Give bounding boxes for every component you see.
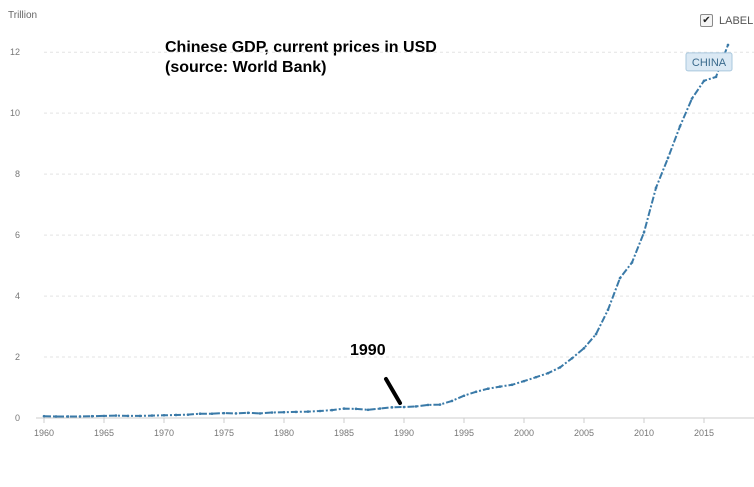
x-tick-label-1975: 1975	[214, 428, 234, 438]
y-tick-label-6: 6	[15, 230, 20, 240]
y-tick-label-12: 12	[10, 47, 20, 57]
data-point-2015	[702, 79, 706, 83]
data-point-1998	[498, 385, 502, 388]
data-point-1963	[78, 415, 82, 418]
data-point-2014	[690, 97, 694, 100]
x-tick-label-1960: 1960	[34, 428, 54, 438]
data-point-2013	[678, 124, 682, 128]
data-point-1962	[66, 415, 70, 418]
data-point-2004	[570, 356, 574, 360]
series-label-china: CHINA	[692, 57, 727, 69]
data-point-1993	[438, 403, 442, 406]
data-point-2016	[714, 75, 718, 79]
data-point-1970	[162, 413, 166, 417]
data-point-1990	[402, 405, 406, 409]
data-point-1973	[198, 412, 202, 416]
data-point-1996	[474, 390, 478, 394]
data-point-1964	[90, 414, 94, 418]
data-point-1997	[486, 387, 490, 391]
annotation-1990-text: 1990	[350, 342, 386, 359]
y-tick-label-0: 0	[15, 413, 20, 423]
x-tick-label-2010: 2010	[634, 428, 654, 438]
data-point-1988	[378, 407, 382, 410]
data-point-1966	[114, 414, 118, 417]
x-tick-label-1970: 1970	[154, 428, 174, 438]
data-point-2000	[522, 379, 526, 383]
data-point-2010	[642, 231, 646, 234]
data-point-2005	[582, 346, 586, 350]
data-point-1965	[102, 414, 106, 418]
data-point-1971	[174, 413, 178, 417]
data-point-2011	[654, 186, 658, 190]
data-point-1977	[246, 411, 250, 415]
data-point-1978	[258, 412, 262, 415]
data-point-1985	[342, 407, 346, 410]
y-tick-label-10: 10	[10, 108, 20, 118]
x-tick-label-1985: 1985	[334, 428, 354, 438]
y-axis-unit-label: Trillion	[8, 10, 38, 21]
label-toggle-text: LABEL	[719, 14, 754, 27]
checkmark-icon: ✔	[702, 14, 711, 26]
chart-title-line2: (source: World Bank)	[165, 59, 327, 76]
data-point-1976	[234, 412, 238, 415]
data-point-1994	[450, 399, 454, 403]
data-point-1989	[390, 406, 394, 409]
data-point-1981	[294, 410, 298, 414]
data-point-1960	[42, 414, 46, 418]
data-point-2009	[630, 261, 634, 264]
x-tick-label-1990: 1990	[394, 428, 414, 438]
data-point-2003	[558, 366, 562, 369]
x-tick-label-1980: 1980	[274, 428, 294, 438]
label-toggle[interactable]: ✔ LABEL	[700, 14, 753, 27]
data-point-1991	[414, 405, 418, 408]
series-label-box	[685, 52, 733, 72]
data-point-2007	[606, 308, 610, 312]
data-point-1986	[354, 407, 358, 411]
data-point-1980	[282, 410, 286, 414]
data-point-1975	[222, 411, 226, 415]
data-point-1995	[462, 394, 466, 398]
data-point-2006	[594, 332, 598, 336]
y-tick-label-2: 2	[15, 352, 20, 362]
data-point-1967	[126, 414, 130, 418]
data-point-1987	[366, 408, 370, 412]
data-point-1982	[306, 410, 310, 413]
data-point-1992	[426, 403, 430, 407]
annotation-pointer-line	[384, 377, 402, 406]
data-point-1961	[54, 415, 58, 418]
x-tick-label-1995: 1995	[454, 428, 474, 438]
data-point-1974	[210, 412, 214, 416]
data-point-1979	[270, 411, 274, 414]
data-point-1983	[318, 409, 322, 413]
data-point-1972	[186, 413, 190, 416]
x-tick-label-2005: 2005	[574, 428, 594, 438]
data-point-2012	[666, 156, 670, 160]
data-point-2001	[534, 375, 538, 379]
data-point-1984	[330, 408, 334, 412]
data-point-2002	[546, 371, 550, 375]
data-point-1968	[138, 414, 142, 418]
data-point-1999	[510, 383, 514, 387]
y-tick-label-8: 8	[15, 169, 20, 179]
data-point-1969	[150, 414, 154, 417]
series-line-china	[43, 44, 729, 418]
x-tick-label-2000: 2000	[514, 428, 534, 438]
label-checkbox[interactable]: ✔	[700, 14, 713, 27]
data-point-2008	[618, 276, 622, 280]
y-tick-label-4: 4	[15, 291, 20, 301]
x-tick-label-2015: 2015	[694, 428, 714, 438]
data-point-2017	[726, 43, 730, 47]
x-tick-label-1965: 1965	[94, 428, 114, 438]
